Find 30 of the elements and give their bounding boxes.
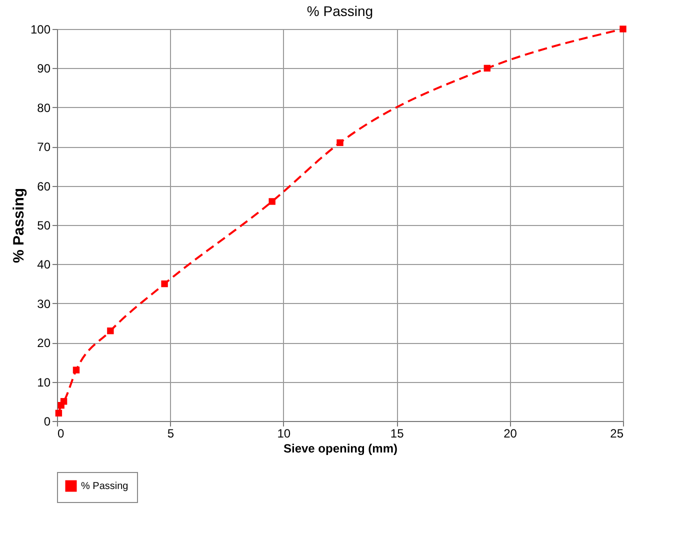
y-tick-label: 60 (37, 179, 51, 194)
legend-label: % Passing (81, 481, 128, 492)
point (620, 26, 626, 32)
x-tick-label: 25 (610, 426, 624, 440)
x-tick-label: 20 (504, 426, 518, 440)
x-axis-title: Sieve opening (mm) (283, 442, 398, 456)
y-tick-label: 10 (37, 375, 51, 390)
point (55, 410, 62, 417)
x-tick-label: 0 (58, 426, 64, 440)
point (161, 280, 168, 288)
y-axis-title: % Passing (10, 188, 28, 264)
point (107, 327, 114, 334)
chart-title: % Passing (306, 3, 374, 19)
point (336, 139, 344, 146)
y-tick-label: 30 (37, 296, 51, 311)
point (268, 198, 276, 205)
y-tick-label: 100 (30, 22, 51, 36)
point (60, 398, 68, 405)
point (484, 64, 491, 72)
y-tick-label: 20 (37, 336, 51, 350)
y-tick-label: 90 (37, 62, 51, 76)
x-tick-label: 10 (277, 426, 291, 440)
x-tick-label: 5 (167, 426, 174, 440)
y-tick-label: 40 (37, 258, 51, 272)
point (72, 366, 80, 374)
y-tick-label: 70 (37, 140, 51, 154)
y-tick-label: 80 (37, 100, 51, 115)
y-tick-label: 50 (37, 218, 51, 232)
x-tick-label: 15 (390, 426, 404, 440)
y-tick-label: 0 (44, 414, 51, 428)
